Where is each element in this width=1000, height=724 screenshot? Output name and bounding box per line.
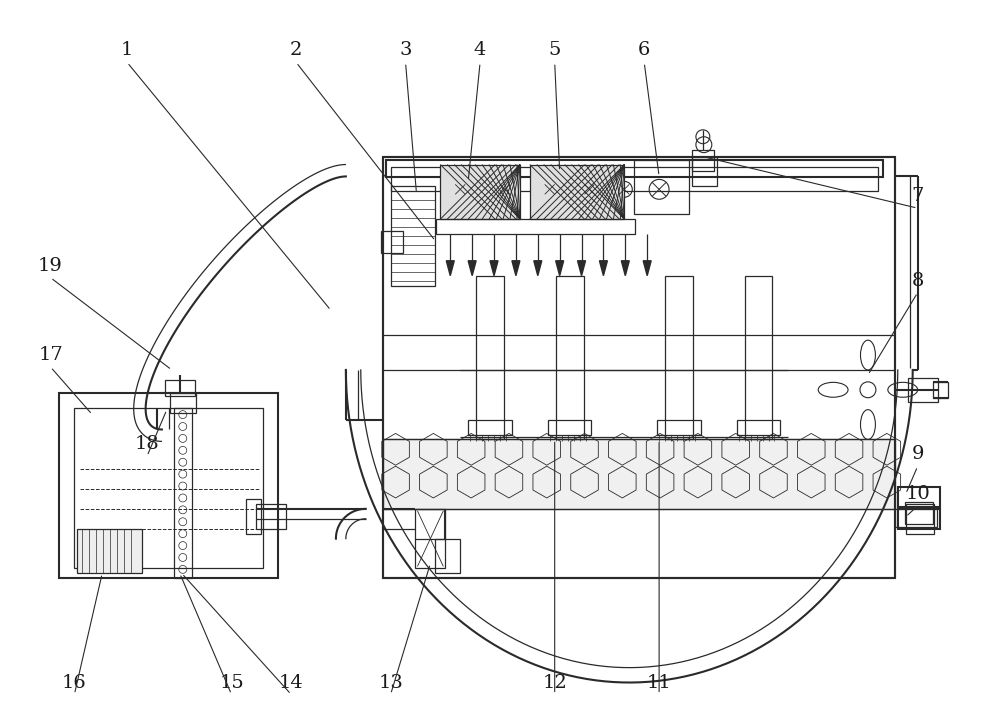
Text: 19: 19 [38, 257, 63, 274]
Bar [933, 382, 948, 397]
Text: 15: 15 [219, 673, 244, 691]
Bar [905, 502, 933, 523]
Bar [436, 219, 635, 234]
Bar [386, 159, 883, 177]
Bar [737, 419, 780, 435]
Text: 1: 1 [121, 41, 133, 59]
Bar [657, 419, 701, 435]
Text: 17: 17 [38, 346, 63, 364]
Bar [692, 150, 714, 172]
Text: 10: 10 [905, 485, 930, 503]
Bar [440, 164, 520, 219]
Bar [174, 408, 192, 578]
Polygon shape [643, 261, 651, 276]
Bar [381, 231, 403, 253]
Text: 7: 7 [911, 188, 924, 206]
Bar [246, 499, 261, 534]
Text: 9: 9 [911, 445, 924, 463]
Polygon shape [556, 261, 564, 276]
Bar [548, 419, 591, 435]
Bar [906, 504, 934, 534]
Text: 8: 8 [911, 272, 924, 290]
Polygon shape [534, 261, 542, 276]
Bar [908, 378, 938, 402]
Bar [383, 439, 895, 509]
Text: 12: 12 [542, 673, 567, 691]
Text: 3: 3 [399, 41, 412, 59]
Polygon shape [621, 261, 629, 276]
Text: 2: 2 [290, 41, 302, 59]
Text: 18: 18 [135, 435, 159, 453]
Bar [383, 156, 895, 578]
Polygon shape [578, 261, 586, 276]
Bar [391, 186, 435, 285]
Bar [476, 276, 504, 439]
Bar [256, 504, 286, 529]
Bar [391, 167, 878, 191]
Bar [556, 276, 584, 439]
Bar [435, 539, 460, 573]
Polygon shape [468, 261, 476, 276]
Bar [745, 276, 772, 439]
Bar [898, 487, 940, 507]
Polygon shape [490, 261, 498, 276]
Bar [692, 156, 717, 186]
Bar [170, 392, 196, 413]
Bar [530, 164, 624, 219]
Text: 11: 11 [647, 673, 671, 691]
Bar [898, 509, 940, 529]
Bar [165, 380, 195, 396]
Bar [74, 408, 263, 568]
Polygon shape [512, 261, 520, 276]
Polygon shape [446, 261, 454, 276]
Bar [468, 419, 512, 435]
Bar [634, 159, 689, 214]
Polygon shape [599, 261, 607, 276]
Text: 14: 14 [279, 673, 304, 691]
Text: 4: 4 [474, 41, 486, 59]
Text: 5: 5 [549, 41, 561, 59]
Text: 13: 13 [378, 673, 403, 691]
Bar [415, 509, 445, 568]
Text: 16: 16 [62, 673, 87, 691]
Text: 6: 6 [638, 41, 650, 59]
Bar [59, 392, 278, 578]
Bar [895, 509, 937, 527]
Bar [77, 529, 142, 573]
Bar [665, 276, 693, 439]
